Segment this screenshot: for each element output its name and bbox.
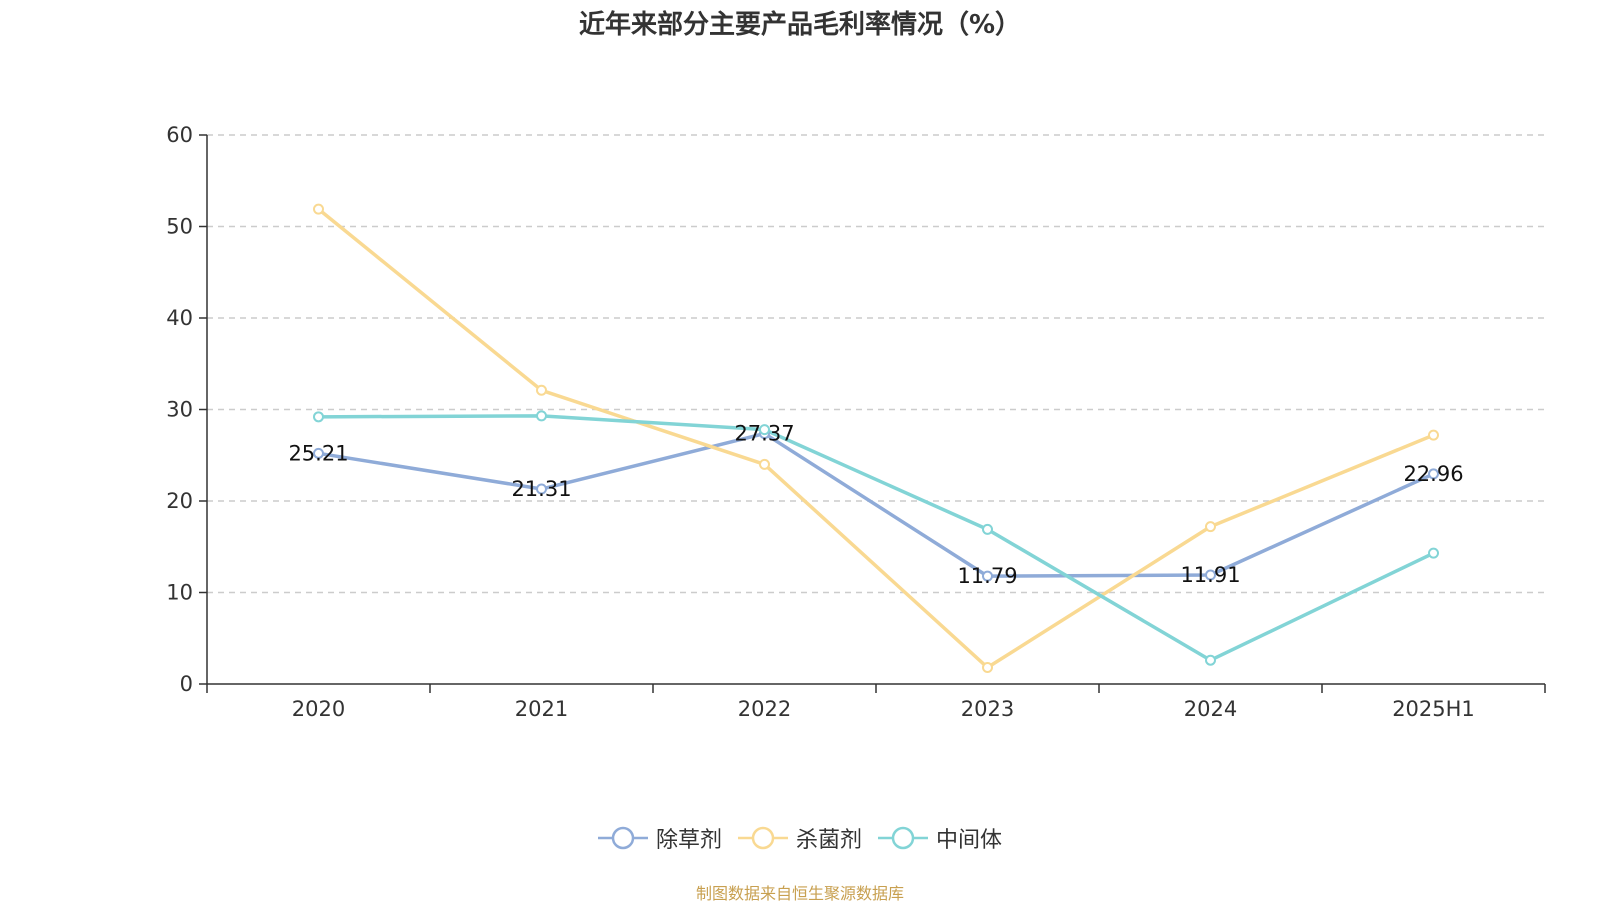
series-2-point-3[interactable] — [982, 523, 993, 535]
data-labels: 25.21 21.31 27.37 11.79 11.91 22.96 — [288, 422, 1463, 589]
series-2-point-5[interactable] — [1428, 547, 1439, 559]
legend-line-circle-icon — [597, 826, 648, 850]
series-1-point-4[interactable] — [1205, 521, 1216, 533]
grid-lines — [207, 134, 1545, 594]
series-0-point-0[interactable] — [313, 447, 324, 459]
legend: 除草剂 杀菌剂 中间体 — [0, 822, 1600, 854]
legend-item-2[interactable]: 中间体 — [878, 822, 1002, 854]
x-tick-label: 2022 — [738, 697, 791, 721]
data-label: 27.37 — [734, 422, 794, 446]
series-1-point-2[interactable] — [759, 458, 770, 470]
series-line-2 — [318, 414, 1435, 662]
data-label: 11.91 — [1180, 563, 1240, 587]
y-tick-label: 60 — [166, 123, 193, 147]
y-tick-label: 0 — [180, 672, 193, 696]
legend-item-1[interactable]: 杀菌剂 — [737, 822, 862, 854]
legend-label: 杀菌剂 — [795, 828, 862, 853]
legend-line-circle-icon — [737, 826, 788, 850]
series-0-point-3[interactable] — [982, 570, 993, 582]
legend-label: 中间体 — [936, 828, 1003, 853]
series-2-point-2[interactable] — [759, 424, 770, 436]
x-tick-label: 2025H1 — [1392, 697, 1475, 721]
series-2-point-1[interactable] — [536, 410, 547, 422]
series-line-0 — [318, 431, 1435, 578]
series-0-point-4[interactable] — [1205, 569, 1216, 581]
series-1-point-3[interactable] — [982, 662, 993, 674]
series-0-point-5[interactable] — [1428, 468, 1439, 480]
series-2-point-4[interactable] — [1205, 654, 1216, 666]
data-label: 25.21 — [288, 441, 348, 465]
legend-item-0[interactable]: 除草剂 — [597, 822, 722, 854]
source-note: 制图数据来自恒生聚源数据库 — [695, 884, 904, 903]
y-tick-label: 50 — [166, 215, 193, 239]
data-label: 11.79 — [957, 564, 1017, 588]
data-label: 21.31 — [511, 477, 571, 501]
legend-label: 除草剂 — [655, 828, 722, 853]
series-1-point-1[interactable] — [536, 384, 547, 396]
series-1-point-0[interactable] — [313, 203, 324, 215]
series-lines — [313, 203, 1439, 674]
y-tick-label: 10 — [166, 581, 193, 605]
y-tick-label: 30 — [166, 398, 193, 422]
x-tick-label: 2024 — [1184, 697, 1237, 721]
axes: 0 10 20 30 40 50 60 2020 2021 2022 2023 2024 2025H1 — [166, 123, 1546, 721]
y-tick-label: 20 — [166, 489, 193, 513]
series-0-point-1[interactable] — [536, 483, 547, 495]
chart-title: 近年来部分主要产品毛利率情况（%） — [578, 10, 1022, 40]
data-label: 22.96 — [1403, 462, 1463, 486]
series-2-point-0[interactable] — [313, 411, 324, 423]
x-tick-label: 2021 — [515, 697, 568, 721]
x-tick-label: 2020 — [292, 697, 345, 721]
x-tick-label: 2023 — [961, 697, 1014, 721]
legend-line-circle-icon — [878, 826, 928, 850]
series-line-1 — [317, 207, 1435, 670]
y-tick-label: 40 — [166, 306, 193, 330]
series-1-point-5[interactable] — [1428, 429, 1439, 441]
